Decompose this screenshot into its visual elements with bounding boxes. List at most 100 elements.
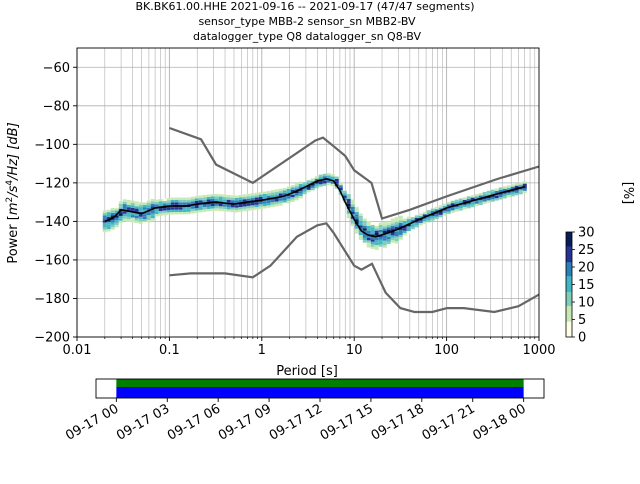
density-cell bbox=[398, 218, 403, 221]
density-cell bbox=[198, 197, 203, 201]
density-cell bbox=[438, 212, 443, 215]
density-cell bbox=[130, 217, 135, 220]
density-cell bbox=[138, 207, 143, 210]
density-cell bbox=[326, 173, 331, 176]
density-cell bbox=[354, 231, 359, 234]
density-cell bbox=[354, 209, 359, 212]
density-cell bbox=[370, 227, 375, 230]
density-cell bbox=[354, 211, 359, 215]
density-cell bbox=[482, 194, 487, 197]
density-cell bbox=[454, 206, 459, 210]
density-cell bbox=[282, 202, 287, 205]
density-cell bbox=[462, 207, 467, 210]
density-cell bbox=[158, 203, 163, 207]
density-cell bbox=[362, 223, 367, 226]
density-cell bbox=[474, 201, 479, 204]
density-cell bbox=[154, 199, 159, 203]
density-cell bbox=[238, 194, 243, 198]
colorbar-segment bbox=[566, 279, 572, 282]
colorbar-tick-label: 0 bbox=[578, 331, 586, 346]
density-cell bbox=[134, 203, 139, 207]
density-cell bbox=[438, 205, 443, 208]
density-cell bbox=[170, 207, 175, 210]
density-cell bbox=[262, 203, 267, 207]
density-cell bbox=[382, 228, 387, 232]
colorbar-segment bbox=[566, 293, 572, 296]
density-cell bbox=[246, 205, 251, 209]
density-cell bbox=[158, 213, 163, 216]
density-cell bbox=[446, 204, 451, 207]
density-cell bbox=[274, 189, 279, 192]
density-cell bbox=[242, 196, 247, 200]
density-cell bbox=[194, 210, 199, 213]
density-cell bbox=[398, 234, 403, 238]
colorbar-segment bbox=[566, 328, 572, 331]
density-cell bbox=[358, 225, 363, 228]
density-cell bbox=[190, 199, 195, 202]
colorbar-segment bbox=[566, 258, 572, 261]
density-cell bbox=[446, 211, 451, 214]
colorbar-segment bbox=[566, 309, 572, 312]
density-cell bbox=[298, 181, 303, 185]
density-cell bbox=[426, 210, 431, 213]
colorbar-segment bbox=[566, 260, 572, 263]
density-cell bbox=[350, 221, 355, 224]
density-cell bbox=[274, 191, 279, 195]
density-cell bbox=[230, 207, 235, 210]
colorbar-segment bbox=[566, 302, 572, 305]
density-cell bbox=[450, 207, 455, 211]
density-cell bbox=[206, 194, 211, 197]
density-cell bbox=[386, 229, 391, 232]
density-cell bbox=[330, 176, 335, 179]
density-cell bbox=[222, 194, 227, 197]
density-cell bbox=[402, 233, 407, 236]
density-cell bbox=[294, 195, 299, 198]
noise-model-lower-line bbox=[169, 222, 540, 314]
density-cell bbox=[390, 232, 395, 236]
density-cell bbox=[114, 208, 119, 211]
density-cell bbox=[498, 194, 503, 198]
density-cell bbox=[302, 191, 307, 195]
density-cell bbox=[162, 210, 167, 213]
density-cell bbox=[206, 196, 211, 200]
colorbar-segment bbox=[566, 330, 572, 333]
density-cell bbox=[386, 222, 391, 225]
density-cell bbox=[358, 237, 363, 240]
density-cell bbox=[298, 196, 303, 199]
x-tick-label: 1 bbox=[258, 343, 266, 358]
density-cell bbox=[106, 226, 111, 229]
density-cell bbox=[290, 189, 295, 193]
density-cell bbox=[186, 207, 191, 210]
density-cell bbox=[290, 197, 295, 200]
colorbar-segment bbox=[566, 307, 572, 310]
density-cell bbox=[138, 209, 143, 212]
colorbar-segment bbox=[566, 232, 572, 235]
density-cell bbox=[102, 210, 107, 213]
density-cell bbox=[146, 200, 151, 204]
density-cell bbox=[506, 192, 511, 195]
density-cell bbox=[422, 214, 427, 217]
density-cell bbox=[138, 214, 143, 217]
density-cell bbox=[358, 215, 363, 219]
density-cell bbox=[190, 206, 195, 209]
x-tick-label: 0.1 bbox=[159, 343, 180, 358]
plot-frame bbox=[76, 47, 540, 338]
colorbar-segment bbox=[566, 265, 572, 268]
density-cell bbox=[150, 198, 155, 202]
density-cell bbox=[410, 222, 415, 225]
density-cell bbox=[166, 207, 171, 210]
density-cell bbox=[350, 209, 355, 212]
density-cell bbox=[206, 199, 211, 202]
colorbar-segment bbox=[566, 295, 572, 298]
noise-model-upper-line bbox=[169, 126, 540, 220]
y-tick-label: −160 bbox=[34, 253, 70, 268]
density-cell bbox=[242, 206, 247, 209]
density-cell bbox=[382, 231, 387, 234]
density-cell bbox=[234, 195, 239, 198]
density-cell bbox=[362, 235, 367, 238]
density-cell bbox=[186, 199, 191, 203]
density-cell bbox=[130, 207, 135, 211]
density-cell bbox=[506, 187, 511, 191]
density-cell bbox=[394, 217, 399, 220]
